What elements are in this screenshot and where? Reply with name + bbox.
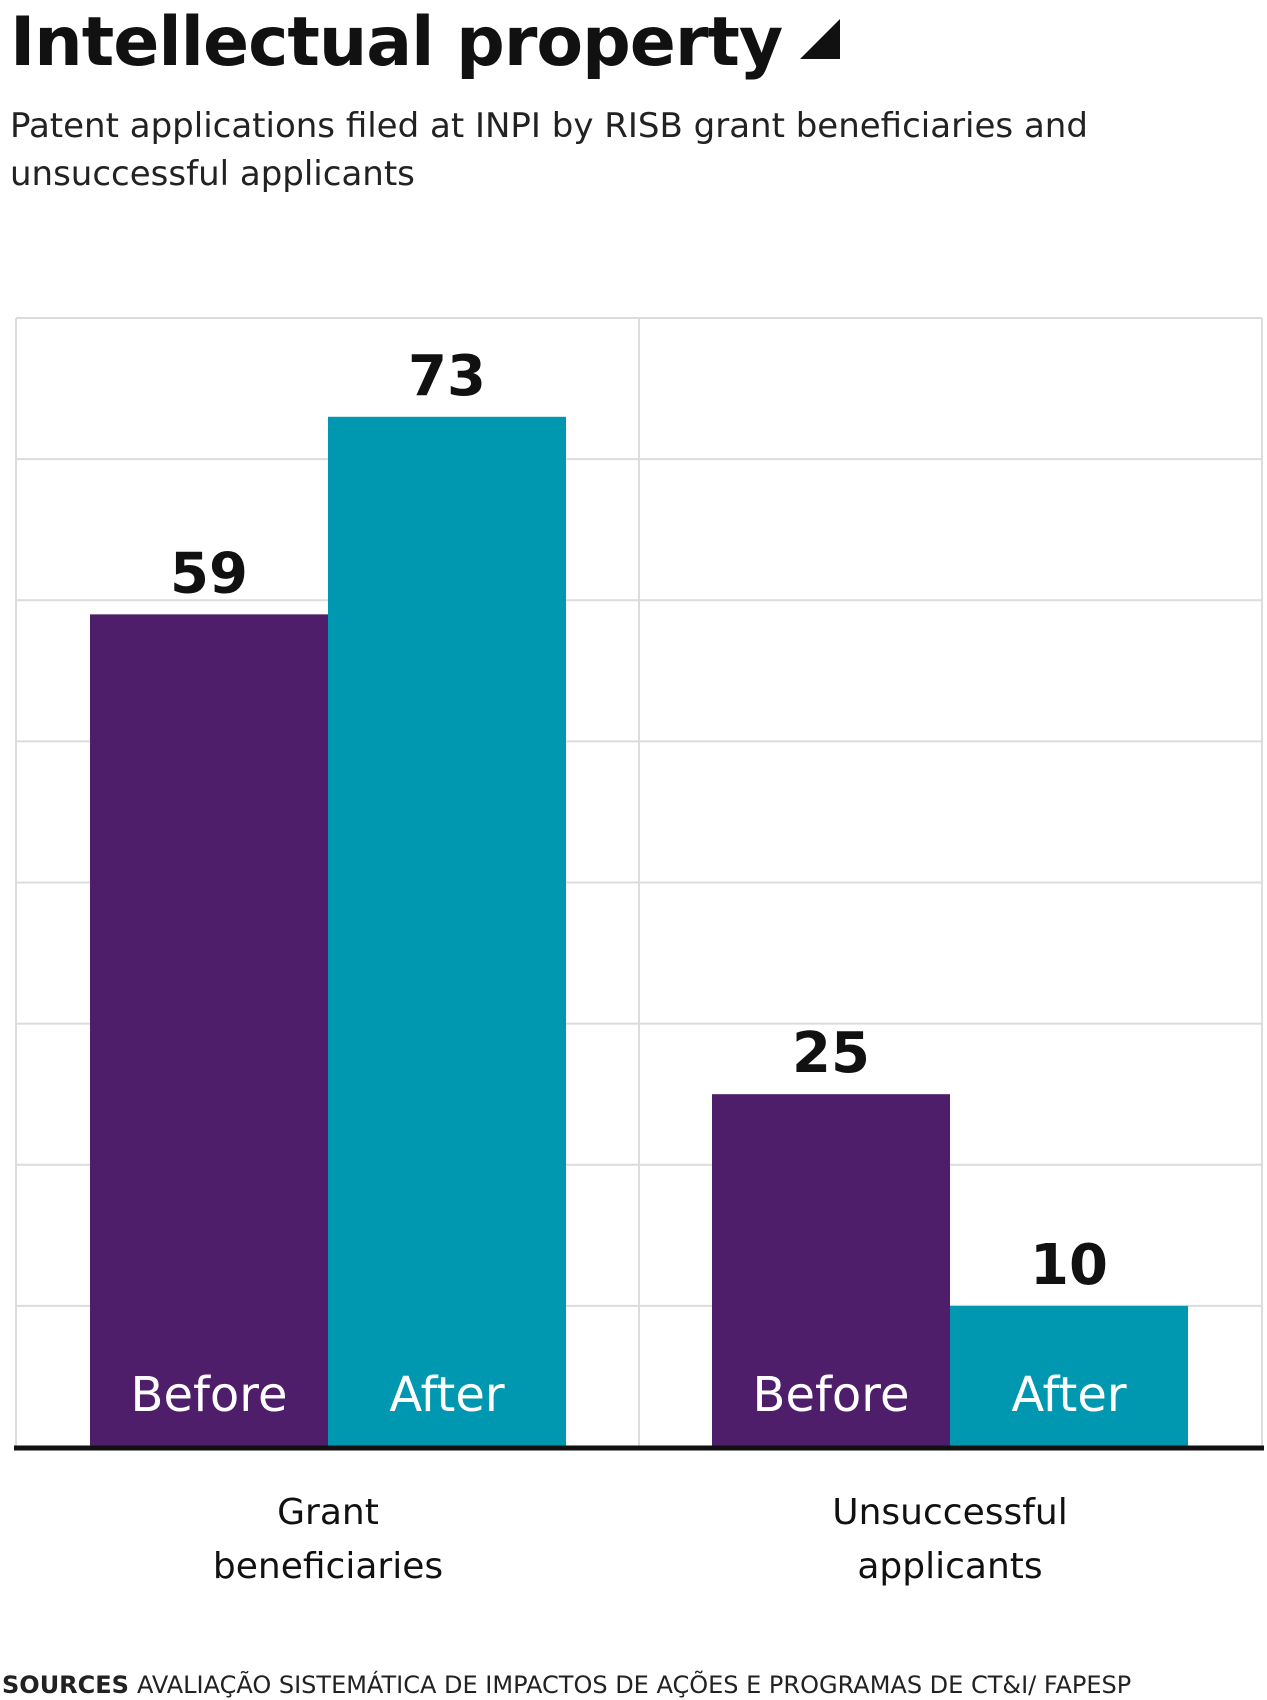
category-label: Unsuccessful bbox=[832, 1492, 1067, 1533]
category-label: Grant bbox=[277, 1492, 379, 1533]
bar-before-1 bbox=[90, 614, 328, 1447]
category-label: beneficiaries bbox=[213, 1546, 443, 1587]
sources-text: AVALIAÇÃO SISTEMÁTICA DE IMPACTOS DE AÇÕ… bbox=[136, 1671, 1132, 1699]
triangle-icon bbox=[800, 19, 841, 59]
data-label: 25 bbox=[792, 1021, 870, 1086]
category-label: applicants bbox=[857, 1546, 1042, 1587]
sources-label: SOURCES bbox=[2, 1671, 129, 1699]
bars bbox=[90, 416, 1188, 1448]
sources-note: SOURCES AVALIAÇÃO SISTEMÁTICA DE IMPACTOS… bbox=[2, 1670, 1131, 1700]
series-label: Before bbox=[753, 1367, 910, 1423]
series-label: Before bbox=[131, 1367, 288, 1423]
chart-subtitle: Patent applications filed at INPI by RIS… bbox=[10, 106, 1088, 194]
chart-title: Intellectual property bbox=[10, 0, 841, 86]
labels: 59 Before 73 After Grant beneficiaries 25 Befor… bbox=[14, 344, 1264, 1587]
data-label: 73 bbox=[408, 344, 486, 409]
bar-after-2 bbox=[950, 1305, 1188, 1447]
chart-title-text: Intellectual property bbox=[10, 3, 783, 82]
series-label: After bbox=[389, 1367, 505, 1423]
bar-after-1 bbox=[328, 416, 566, 1448]
series-label: After bbox=[1011, 1367, 1127, 1423]
data-label: 10 bbox=[1030, 1233, 1108, 1298]
data-label: 59 bbox=[170, 541, 248, 606]
bar-before-2 bbox=[712, 1094, 950, 1447]
